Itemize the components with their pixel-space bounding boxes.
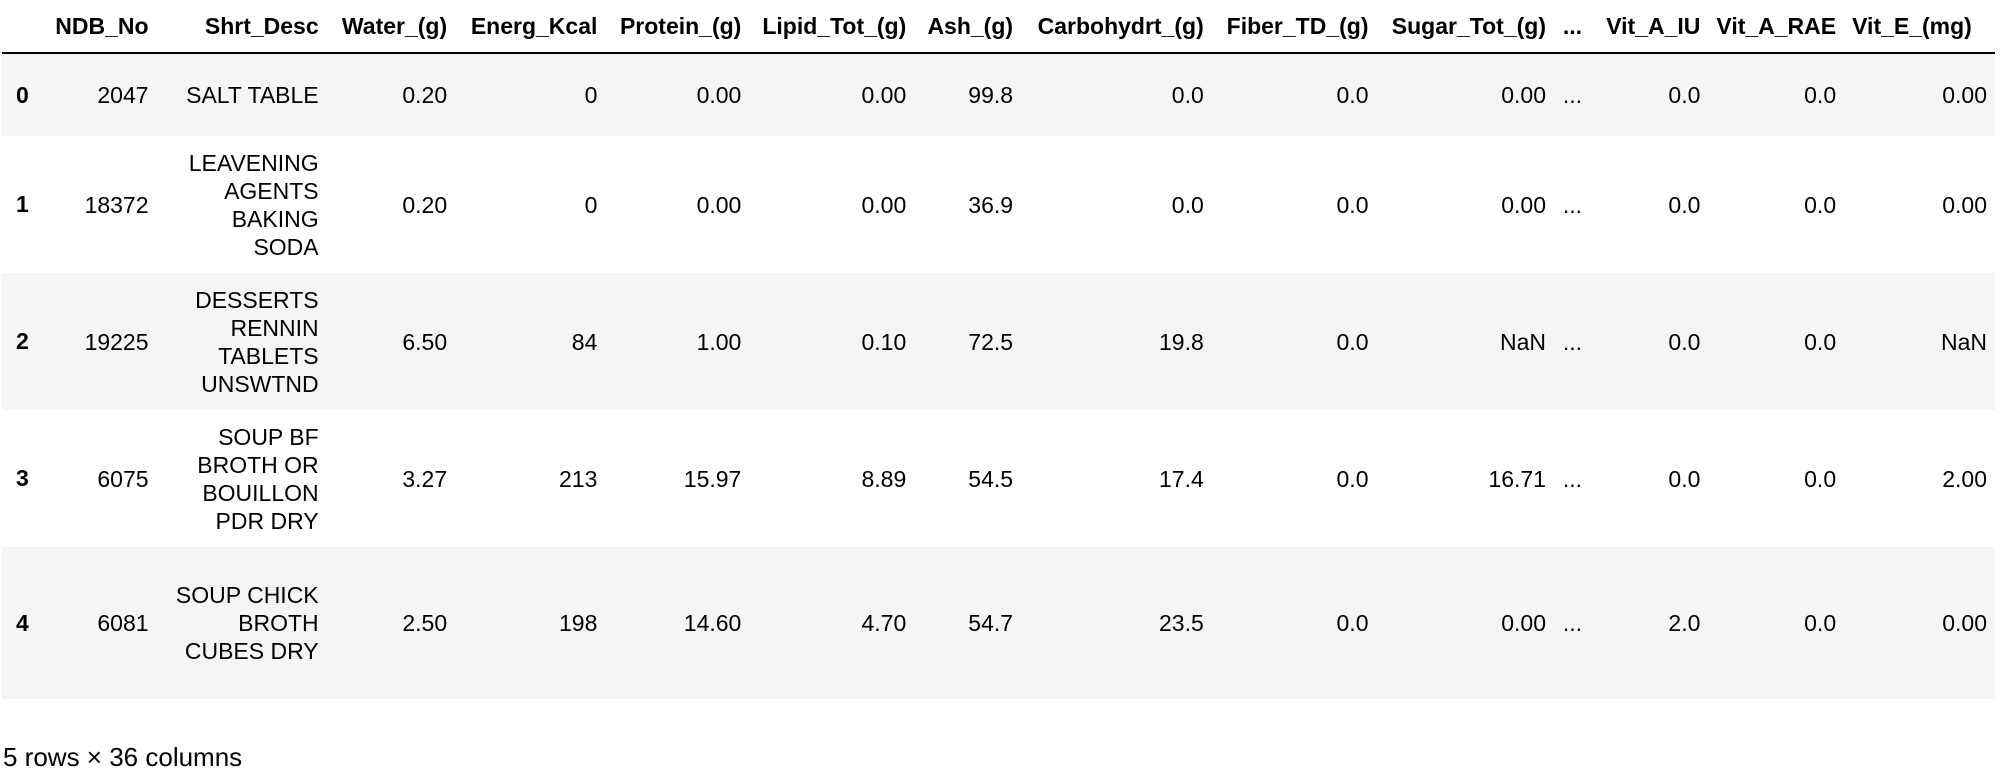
header-carbohydrt: Carbohydrt_(g) (1021, 0, 1212, 54)
cell-shrt-desc: LEAVENING AGENTS BAKING SODA (188, 149, 319, 260)
cell-lipid-tot: 4.70 (861, 610, 907, 636)
cell-carbohydrt: 19.8 (1159, 328, 1204, 355)
cell-ellipsis: ... (1562, 82, 1583, 108)
cell-carbohydrt: 23.5 (1159, 610, 1204, 636)
cell-lipid-tot: 0.10 (861, 328, 907, 355)
cell-water: 3.27 (402, 465, 448, 492)
header-ash: Ash_(g) (914, 0, 1022, 54)
dataframe-shape-summary: 5 rows × 36 columns (3, 742, 243, 772)
cell-energ-kcal: 213 (559, 465, 598, 492)
cell-lipid-tot: 0.00 (861, 191, 907, 218)
cell-lipid-tot: 8.89 (861, 465, 907, 492)
header-ellipsis: ... (1553, 0, 1591, 54)
cell-vit-e: NaN (1940, 328, 1987, 355)
cell-vit-a-rae: 0.0 (1804, 82, 1837, 108)
row-index: 0 (16, 81, 29, 108)
cell-protein: 0.00 (696, 191, 742, 218)
cell-carbohydrt: 0.0 (1171, 191, 1204, 218)
cell-energ-kcal: 84 (571, 328, 598, 355)
cell-vit-a-iu: 0.0 (1668, 328, 1701, 355)
table-row: 4 6081 SOUP CHICK BROTH CUBES DRY 2.50 1… (2, 547, 1995, 699)
cell-ndb-no: 18372 (84, 191, 149, 218)
cell-vit-e: 0.00 (1942, 610, 1987, 636)
header-shrt-desc: Shrt_Desc (156, 0, 327, 54)
cell-vit-a-rae: 0.0 (1804, 465, 1837, 492)
header-vit-a-rae: Vit_A_RAE (1708, 0, 1845, 54)
cell-shrt-desc: SOUP BF BROTH OR BOUILLON PDR DRY (197, 423, 319, 534)
row-index: 2 (16, 328, 29, 354)
cell-sugar-tot: 16.71 (1488, 465, 1546, 492)
cell-shrt-desc: SOUP CHICK BROTH CUBES DRY (175, 582, 319, 664)
header-lipid-tot: Lipid_Tot_(g) (749, 0, 915, 54)
row-index: 3 (16, 465, 29, 491)
dataframe-table: NDB_No Shrt_Desc Water_(g) Energ_Kcal Pr… (2, 0, 1995, 699)
cell-fiber-td: 0.0 (1336, 328, 1369, 355)
cell-vit-a-iu: 0.0 (1668, 82, 1701, 108)
cell-vit-a-rae: 0.0 (1804, 191, 1837, 218)
cell-ash: 54.7 (968, 610, 1014, 636)
cell-water: 2.50 (402, 610, 448, 636)
cell-lipid-tot: 0.00 (861, 82, 907, 108)
header-index (2, 0, 38, 54)
cell-protein: 14.60 (683, 610, 742, 636)
cell-water: 0.20 (402, 191, 448, 218)
header-vit-e: Vit_E_(mg) (1844, 0, 1995, 54)
row-index: 1 (16, 191, 29, 217)
cell-energ-kcal: 0 (584, 82, 598, 108)
header-vit-a-iu: Vit_A_IU (1590, 0, 1709, 54)
cell-protein: 15.97 (683, 465, 742, 492)
cell-energ-kcal: 0 (584, 191, 598, 218)
cell-ndb-no: 6075 (97, 465, 149, 492)
row-index: 4 (16, 609, 29, 636)
header-protein: Protein_(g) (605, 0, 750, 54)
header-energ-kcal: Energ_Kcal (455, 0, 606, 54)
cell-vit-a-rae: 0.0 (1804, 328, 1837, 355)
cell-ndb-no: 2047 (97, 82, 149, 108)
dataframe-output: NDB_No Shrt_Desc Water_(g) Energ_Kcal Pr… (2, 0, 1995, 699)
cell-ash: 99.8 (968, 82, 1014, 108)
cell-vit-e: 0.00 (1942, 82, 1987, 108)
cell-ash: 36.9 (968, 191, 1014, 218)
cell-carbohydrt: 17.4 (1159, 465, 1204, 492)
cell-energ-kcal: 198 (559, 610, 598, 636)
cell-vit-a-rae: 0.0 (1804, 610, 1837, 636)
cell-vit-a-iu: 0.0 (1668, 191, 1701, 218)
cell-sugar-tot: 0.00 (1501, 191, 1546, 218)
table-row: 3 6075 SOUP BF BROTH OR BOUILLON PDR DRY… (2, 410, 1995, 547)
cell-sugar-tot: NaN (1499, 328, 1546, 355)
cell-ndb-no: 6081 (97, 610, 149, 636)
table-row: 1 18372 LEAVENING AGENTS BAKING SODA 0.2… (2, 136, 1995, 273)
cell-vit-e: 0.00 (1942, 191, 1987, 218)
cell-ash: 72.5 (968, 328, 1014, 355)
cell-fiber-td: 0.0 (1336, 82, 1369, 108)
cell-sugar-tot: 0.00 (1501, 82, 1546, 108)
cell-shrt-desc: DESSERTS RENNIN TABLETS UNSWTND (195, 286, 319, 397)
cell-water: 6.50 (402, 328, 448, 355)
cell-fiber-td: 0.0 (1336, 191, 1369, 218)
cell-protein: 1.00 (696, 328, 742, 355)
cell-vit-e: 2.00 (1942, 465, 1987, 492)
cell-ellipsis: ... (1562, 328, 1583, 355)
cell-vit-a-iu: 0.0 (1668, 465, 1701, 492)
cell-ndb-no: 19225 (84, 328, 149, 355)
cell-carbohydrt: 0.0 (1171, 82, 1204, 108)
table-row: 0 2047 SALT TABLE 0.20 0 0.00 0.00 99.8 … (2, 53, 1995, 136)
cell-ash: 54.5 (968, 465, 1014, 492)
cell-sugar-tot: 0.00 (1501, 610, 1546, 636)
cell-ellipsis: ... (1562, 465, 1583, 492)
cell-fiber-td: 0.0 (1336, 610, 1369, 636)
header-sugar-tot: Sugar_Tot_(g) (1376, 0, 1554, 54)
cell-water: 0.20 (402, 82, 448, 108)
cell-protein: 0.00 (696, 82, 742, 108)
header-fiber-td: Fiber_TD_(g) (1211, 0, 1377, 54)
cell-shrt-desc: SALT TABLE (186, 82, 319, 108)
header-ndb-no: NDB_No (37, 0, 157, 54)
cell-vit-a-iu: 2.0 (1668, 610, 1701, 636)
header-water: Water_(g) (326, 0, 456, 54)
cell-ellipsis: ... (1562, 610, 1583, 636)
cell-ellipsis: ... (1562, 191, 1583, 218)
header-row: NDB_No Shrt_Desc Water_(g) Energ_Kcal Pr… (2, 0, 1995, 54)
cell-fiber-td: 0.0 (1336, 465, 1369, 492)
table-row: 2 19225 DESSERTS RENNIN TABLETS UNSWTND … (2, 273, 1995, 410)
